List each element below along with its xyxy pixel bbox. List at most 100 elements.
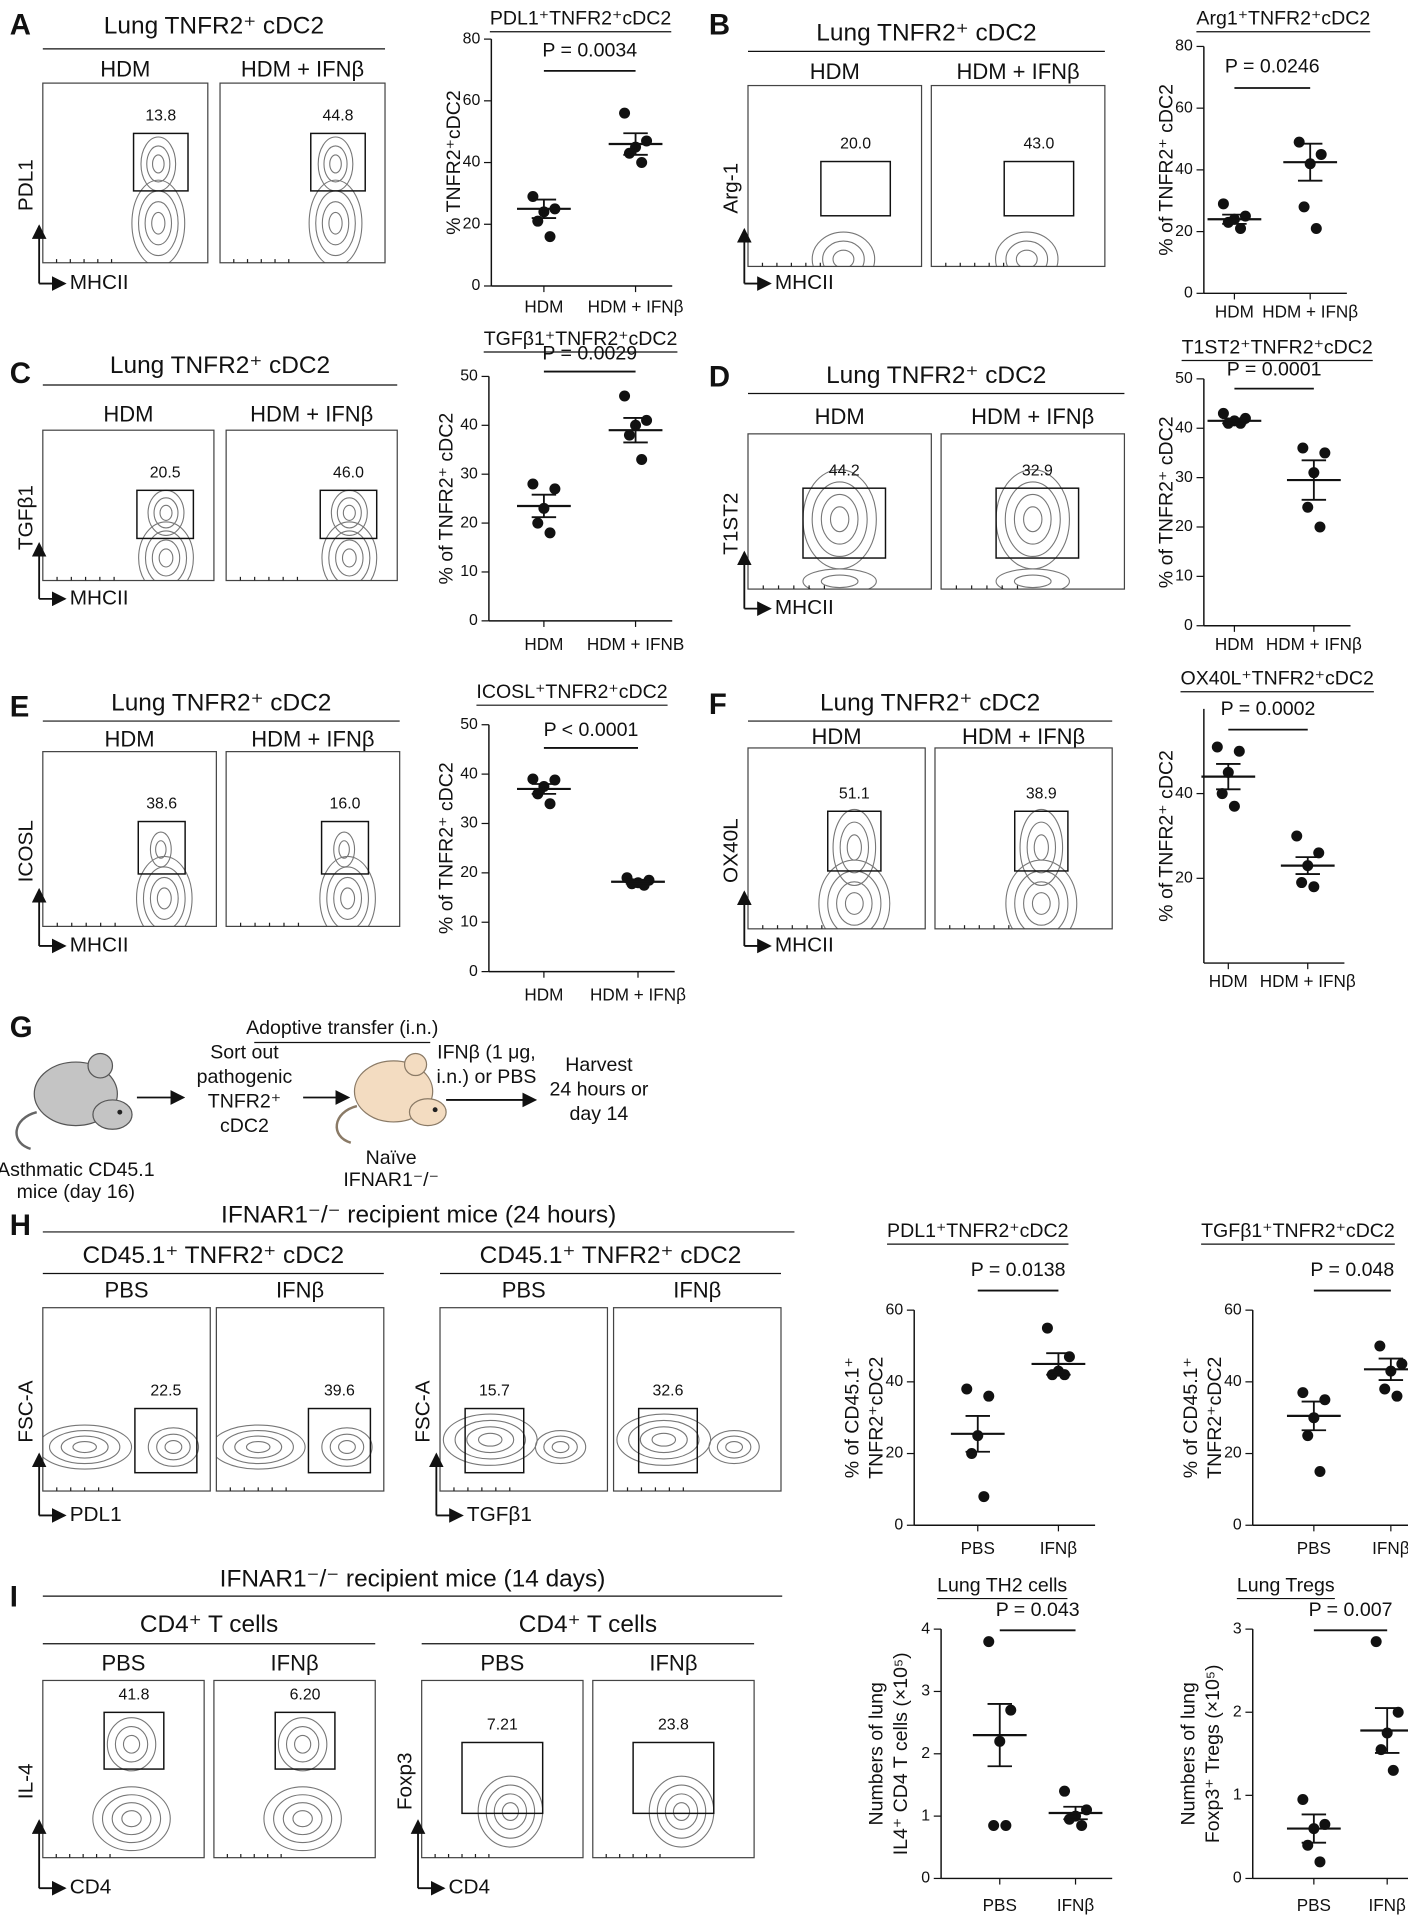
condition-label: IFNβ <box>649 1650 697 1675</box>
contour <box>836 881 873 926</box>
p-value: P = 0.0034 <box>542 40 637 62</box>
data-point <box>1302 501 1314 513</box>
contour <box>321 201 350 246</box>
contour <box>1023 881 1060 926</box>
y-tick-label: 20 <box>463 215 481 232</box>
x-tick-label: HDM <box>1215 635 1254 654</box>
condition-label: HDM <box>815 404 865 429</box>
contour <box>158 548 174 568</box>
y-tick-label: 10 <box>460 913 478 930</box>
chart-title: PDL1⁺TNFR2⁺cDC2 <box>490 8 671 30</box>
y-marker: OX40L <box>720 818 743 883</box>
y-tick-label: 0 <box>1184 617 1193 634</box>
data-point <box>1059 1785 1071 1797</box>
contour <box>811 481 868 558</box>
gate-value: 46.0 <box>333 464 364 481</box>
sem-bar <box>987 1703 1012 1768</box>
contour <box>329 154 342 174</box>
p-value: P = 0.048 <box>1310 1259 1394 1281</box>
condition-label: HDM <box>103 401 153 426</box>
contour <box>466 1426 515 1454</box>
contour <box>994 231 1059 267</box>
contour <box>245 1440 271 1454</box>
plot-frame <box>747 433 932 590</box>
data-point <box>1000 1819 1012 1831</box>
contour <box>146 145 171 183</box>
contour <box>832 249 855 267</box>
y-tick-label: 40 <box>1175 785 1193 802</box>
x-tick-label: HDM <box>1215 302 1254 321</box>
gate <box>132 132 189 192</box>
plot-frame <box>930 84 1106 268</box>
data-point <box>623 147 635 159</box>
plot-frame <box>592 1679 755 1859</box>
contour <box>543 1435 578 1459</box>
group-header: Lung TNFR2⁺ cDC2 <box>104 12 324 39</box>
contour <box>664 1793 699 1830</box>
gate-value: 44.8 <box>323 107 354 124</box>
data-point <box>623 429 635 441</box>
data-point <box>1319 447 1331 459</box>
group-header: Lung TNFR2⁺ cDC2 <box>826 362 1046 389</box>
contour <box>222 1429 294 1465</box>
contour <box>493 1793 528 1830</box>
contour <box>1004 481 1061 558</box>
x-marker: MHCII <box>775 596 834 619</box>
p-value: P = 0.0138 <box>971 1259 1066 1281</box>
condition-label: IFNβ <box>673 1278 721 1303</box>
contour-plot <box>477 1775 544 1848</box>
harvest-label: 24 hours or <box>549 1078 648 1100</box>
contour <box>338 1440 356 1454</box>
x-marker: CD4 <box>70 1876 112 1899</box>
p-value: P = 0.0246 <box>1225 55 1320 77</box>
data-point <box>1297 1387 1309 1399</box>
contour <box>216 1424 306 1470</box>
sort-label: Sort out <box>210 1042 279 1064</box>
contour <box>829 506 850 533</box>
sem-bar <box>623 417 648 444</box>
contour <box>92 1786 171 1852</box>
gate <box>637 1407 699 1474</box>
contour-plot <box>818 808 891 929</box>
y-tick-label: 0 <box>469 612 478 629</box>
data-point <box>1291 830 1303 842</box>
sem-bar <box>623 132 648 156</box>
x-marker: TGFβ1 <box>467 1503 532 1526</box>
data-point <box>1308 881 1320 893</box>
y-axis-label: % of TNFR2⁺ cDC2 <box>1155 416 1177 588</box>
contour <box>820 493 859 545</box>
data-point <box>1217 407 1229 419</box>
contour <box>263 1786 342 1852</box>
contour <box>137 190 179 257</box>
p-value: P = 0.0029 <box>542 343 637 365</box>
data-point <box>1319 1394 1331 1406</box>
gate-value: 6.20 <box>290 1686 321 1703</box>
condition-label: IFNβ <box>271 1650 319 1675</box>
panel-letter: D <box>709 361 730 394</box>
gate-value: 20.5 <box>150 464 181 481</box>
data-point <box>544 527 556 539</box>
data-point <box>641 414 653 426</box>
gate <box>320 820 370 875</box>
y-tick-label: 80 <box>1175 38 1193 55</box>
gate <box>134 1407 198 1474</box>
data-point <box>1379 1383 1391 1395</box>
gate <box>995 487 1080 559</box>
data-point <box>544 231 556 243</box>
y-marker: TGFβ1 <box>14 485 37 550</box>
data-point <box>1233 745 1245 757</box>
contour <box>72 1440 97 1454</box>
contour <box>442 1413 538 1466</box>
contour <box>995 469 1070 570</box>
data-point <box>549 774 561 786</box>
contour <box>342 504 356 521</box>
gate-value: 20.0 <box>840 136 871 153</box>
y-tick-label: 0 <box>1184 285 1193 302</box>
y-marker: PDL1 <box>14 159 37 211</box>
donor-mouse <box>15 1052 133 1150</box>
chart-title: TGFβ1⁺TNFR2⁺cDC2 <box>1201 1220 1395 1242</box>
data-point <box>1302 1839 1314 1851</box>
chart-title: OX40L⁺TNFR2⁺cDC2 <box>1181 668 1374 690</box>
data-point <box>1396 1358 1408 1370</box>
